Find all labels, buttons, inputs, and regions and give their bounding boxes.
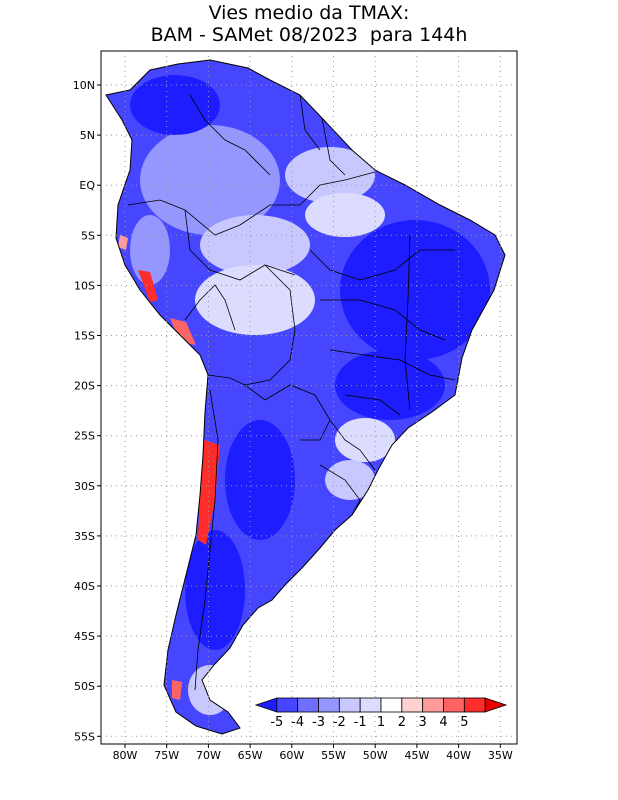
lat-tick-label: 35S (74, 530, 95, 543)
lon-tick-label: 45W (404, 749, 429, 762)
strong-cold-south-central (335, 350, 445, 420)
border-colombia-venezuela (189, 94, 271, 176)
border-bolivia-chile-argentina (207, 374, 266, 401)
colorbar-label: -4 (291, 715, 304, 730)
lat-tick-label: 45S (74, 630, 95, 643)
light-zone-southeast (335, 418, 395, 462)
colorbar-swatch (401, 697, 424, 713)
lat-tick-label: 10N (73, 79, 95, 92)
lat-tick-label: 20S (74, 380, 95, 393)
warm-band-south (172, 680, 182, 700)
strong-cold-northeast (340, 220, 490, 360)
country-borders (127, 94, 456, 691)
lon-tick-label: 35W (488, 749, 513, 762)
border-peru-brazil (184, 209, 296, 281)
colorbar-swatch (318, 697, 340, 713)
lat-tick-label: 5N (80, 129, 95, 142)
lon-tick-label: 75W (154, 749, 179, 762)
colorbar-swatch (484, 697, 508, 713)
title-line-2: BAM - SAMet 08/2023 para 144h (150, 24, 468, 46)
colorbar: -5 -4 -3 -2 -1 1 2 3 4 5 (254, 697, 508, 730)
colorbar-swatch (380, 697, 403, 713)
colorbar-swatch (338, 697, 361, 713)
grid-lines (101, 51, 517, 744)
lat-tick-label: 30S (74, 480, 95, 493)
border-brazil-states-4 (344, 394, 401, 416)
warm-band-peru (138, 270, 158, 302)
lat-tick-label: 25S (74, 430, 95, 443)
colorbar-label: -5 (270, 715, 283, 730)
map-title: Vies medio da TMAX: BAM - SAMet 08/2023 … (0, 2, 618, 46)
border-brazil-states-5 (404, 234, 411, 411)
light-zone-uruguay (325, 460, 375, 500)
lat-tick-label: EQ (79, 179, 95, 192)
lon-tick-label: 65W (238, 749, 263, 762)
border-brazil-states-2 (320, 299, 446, 341)
border-brazil-states-3 (329, 349, 456, 381)
colorbar-label: 5 (460, 715, 468, 730)
colorbar-label: 3 (419, 715, 427, 730)
colorbar-label: -3 (312, 715, 325, 730)
lon-tick-label: 50W (363, 749, 388, 762)
colorbar-label: -2 (333, 715, 346, 730)
lat-tick-label: 55S (74, 730, 95, 743)
lon-tick-label: 70W (196, 749, 221, 762)
lat-tick-label: 10S (74, 279, 95, 292)
lon-tick-label: 60W (279, 749, 304, 762)
border-bolivia-brazil (244, 264, 296, 386)
light-zone-northwest (140, 125, 280, 235)
border-paraguay (264, 384, 331, 441)
axes: 10N 5N EQ 5S 10S 15S 20S 25S 30S 35S 40S 45S 50S 55S 8… (73, 79, 513, 762)
colorbar-label: 2 (398, 715, 406, 730)
light-zone-central (195, 265, 315, 335)
warm-band-chile (198, 440, 220, 545)
warm-band-bolivia (170, 318, 196, 345)
colorbar-label: 4 (439, 715, 447, 730)
border-guianas (299, 94, 346, 176)
coastline (105, 59, 506, 735)
lat-tick-label: 5S (81, 229, 95, 242)
lat-tick-label: 40S (74, 580, 95, 593)
colorbar-swatch (276, 697, 299, 713)
border-chile-argentina (194, 389, 219, 691)
lon-tick-label: 55W (321, 749, 346, 762)
light-zone-amazon-east (305, 193, 385, 237)
light-zone-andes-north (130, 215, 170, 285)
strong-cold-patagonia (185, 530, 245, 650)
border-brazil-north (239, 171, 376, 226)
light-zone-guianas (285, 147, 375, 203)
colorbar-swatch (297, 697, 319, 713)
lat-tick-label: 15S (74, 330, 95, 343)
colorbar-label: 1 (377, 715, 385, 730)
colorbar-swatch (422, 697, 444, 713)
strong-cold-pampas (225, 420, 295, 540)
lon-tick-label: 40W (446, 749, 471, 762)
title-line-1: Vies medio da TMAX: (208, 2, 410, 24)
colorbar-label: -1 (354, 715, 367, 730)
lon-tick-label: 80W (113, 749, 138, 762)
border-brazil-states-1 (309, 249, 455, 281)
border-peru-bolivia (184, 284, 236, 331)
colorbar-swatch (463, 697, 486, 713)
strong-cold-north (130, 75, 220, 135)
lat-tick-label: 50S (74, 680, 95, 693)
colorbar-swatch (443, 697, 465, 713)
border-uruguay (319, 464, 361, 516)
colorbar-swatch (359, 697, 382, 713)
border-argentina-brazil (329, 419, 376, 471)
